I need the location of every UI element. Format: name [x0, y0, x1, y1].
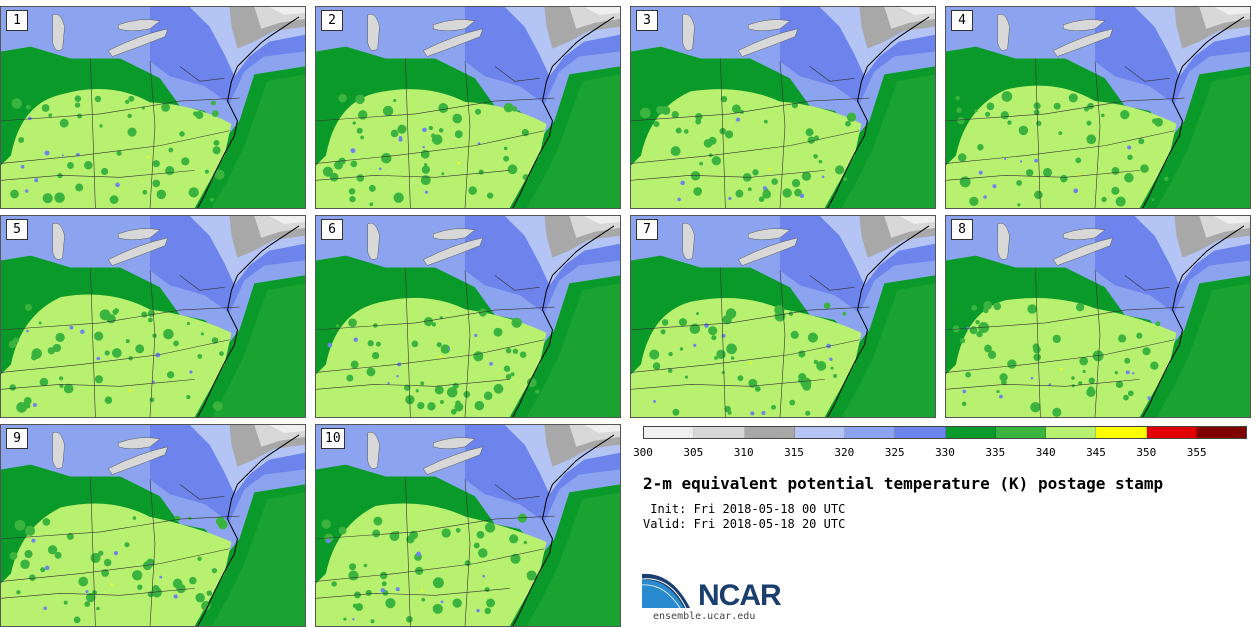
colorbar-tick-label: 305	[683, 446, 704, 459]
colorbar-segment	[694, 427, 745, 438]
postage-stamp-map: 5	[0, 215, 306, 418]
ncar-logo-icon	[642, 572, 693, 609]
member-number-label: 1	[6, 10, 28, 31]
logo-text: NCAR	[698, 579, 782, 612]
colorbar-segment	[1146, 427, 1197, 438]
colorbar	[643, 426, 1247, 439]
postage-stamp-map: 7	[630, 215, 936, 418]
member-number-label: 5	[6, 219, 28, 240]
postage-stamp-map: 9	[0, 424, 306, 627]
colorbar-tick-label: 315	[784, 446, 804, 459]
valid-time: Valid: Fri 2018-05-18 20 UTC	[643, 517, 846, 531]
member-number-label: 4	[951, 10, 973, 31]
member-number-label: 8	[951, 219, 973, 240]
member-number-label: 3	[636, 10, 658, 31]
colorbar-tick-label: 320	[834, 446, 855, 459]
colorbar-segment	[744, 427, 795, 438]
postage-stamp-map: 6	[315, 215, 621, 418]
init-time: Init: Fri 2018-05-18 00 UTC	[643, 502, 846, 516]
source-url: ensemble.ucar.edu	[653, 611, 756, 622]
colorbar-tick-label: 310	[733, 446, 754, 459]
colorbar-segment	[995, 427, 1046, 438]
colorbar-segment	[945, 427, 996, 438]
colorbar-tick-label: 330	[935, 446, 955, 459]
postage-stamp-map: 3	[630, 6, 936, 209]
chart-title: 2-m equivalent potential temperature (K)…	[643, 474, 1164, 493]
postage-stamp-map: 4	[945, 6, 1251, 209]
member-number-label: 7	[636, 219, 658, 240]
colorbar-segment	[895, 427, 946, 438]
colorbar-tick-label: 345	[1086, 446, 1106, 459]
postage-stamp-map: 1	[0, 6, 306, 209]
member-number-label: 10	[321, 428, 345, 449]
colorbar-tick-label: 325	[884, 446, 905, 459]
postage-stamp-map: 10	[315, 424, 621, 627]
colorbar-segment	[794, 427, 845, 438]
member-number-label: 6	[321, 219, 343, 240]
colorbar-tick-label: 300	[633, 446, 653, 459]
colorbar-segment	[1046, 427, 1097, 438]
postage-stamp-map: 8	[945, 215, 1251, 418]
colorbar-tick-label: 335	[985, 446, 1006, 459]
colorbar-segment	[644, 427, 695, 438]
colorbar-tick-label: 340	[1035, 446, 1056, 459]
colorbar-tick-label: 350	[1136, 446, 1157, 459]
colorbar-tick-label: 355	[1186, 446, 1207, 459]
colorbar-segment	[1196, 427, 1246, 438]
colorbar-segment	[1096, 427, 1147, 438]
member-number-label: 9	[6, 428, 28, 449]
colorbar-segment	[845, 427, 896, 438]
member-number-label: 2	[321, 10, 343, 31]
postage-stamp-map: 2	[315, 6, 621, 209]
